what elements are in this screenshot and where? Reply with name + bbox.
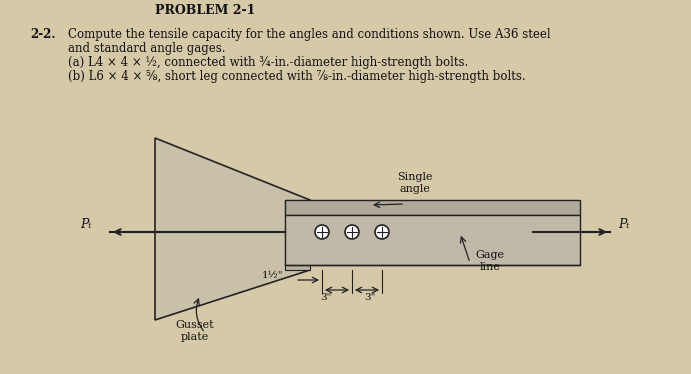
Text: Gage
line: Gage line xyxy=(475,251,504,272)
Text: Pₜ: Pₜ xyxy=(618,218,630,231)
Text: Pₜ: Pₜ xyxy=(80,218,92,231)
Text: 1½": 1½" xyxy=(262,271,283,280)
Text: Gusset
plate: Gusset plate xyxy=(176,321,214,342)
Text: Compute the tensile capacity for the angles and conditions shown. Use A36 steel: Compute the tensile capacity for the ang… xyxy=(68,28,551,41)
Text: 2-2.: 2-2. xyxy=(30,28,55,41)
Circle shape xyxy=(345,225,359,239)
Text: (b) L6 × 4 × ⅝, short leg connected with ⅞-in.-diameter high-strength bolts.: (b) L6 × 4 × ⅝, short leg connected with… xyxy=(68,70,526,83)
Polygon shape xyxy=(285,200,580,215)
Text: Single
angle: Single angle xyxy=(397,172,433,194)
Text: (a) L4 × 4 × ½, connected with ¾-in.-diameter high-strength bolts.: (a) L4 × 4 × ½, connected with ¾-in.-dia… xyxy=(68,56,468,69)
Text: 3": 3" xyxy=(364,293,376,302)
Circle shape xyxy=(375,225,389,239)
Circle shape xyxy=(315,225,329,239)
Polygon shape xyxy=(285,215,580,265)
Polygon shape xyxy=(155,138,310,320)
Text: PROBLEM 2-1: PROBLEM 2-1 xyxy=(155,4,256,17)
Text: and standard angle gages.: and standard angle gages. xyxy=(68,42,225,55)
Text: 3": 3" xyxy=(321,293,332,302)
Polygon shape xyxy=(285,200,310,270)
